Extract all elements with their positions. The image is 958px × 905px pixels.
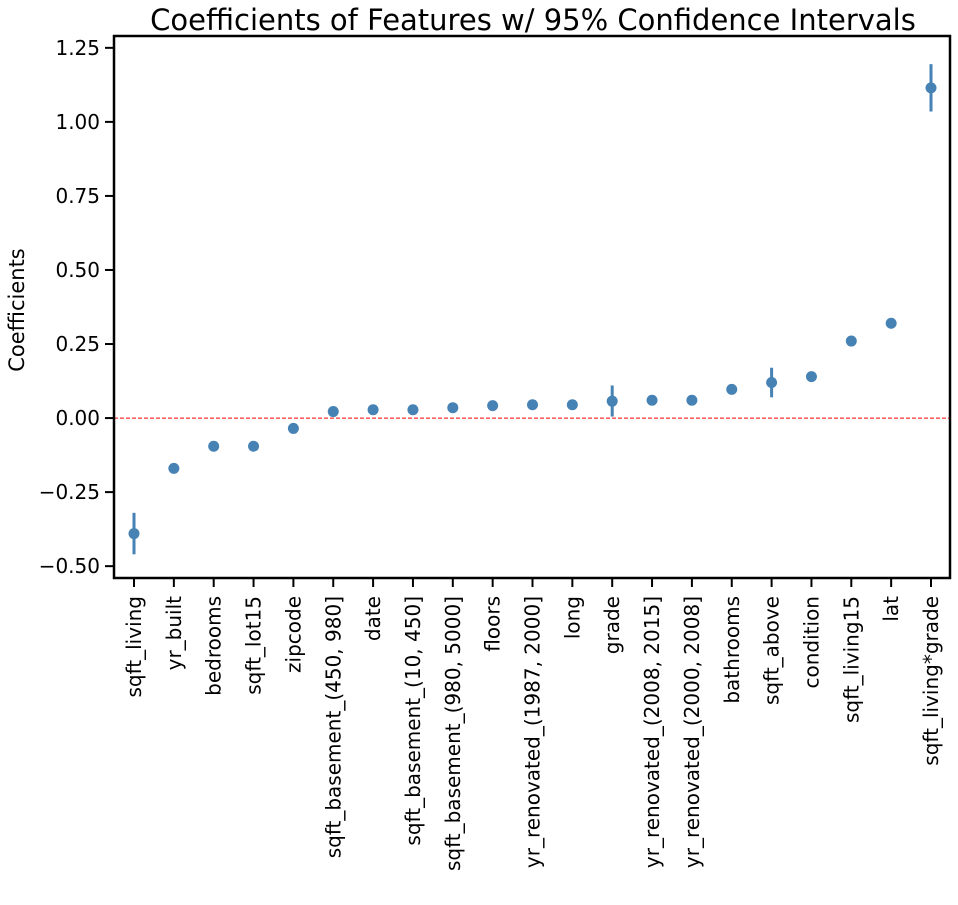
confidence-intervals [132, 64, 933, 555]
x-tick-label: floors [481, 596, 505, 652]
x-tick-label: sqft_basement_(10, 450] [401, 596, 425, 846]
data-point [287, 422, 299, 434]
x-tick-label: sqft_basement_(450, 980] [321, 596, 345, 858]
y-tick-label: −0.50 [39, 554, 100, 578]
x-tick-label: yr_renovated_(2000, 2008] [680, 596, 704, 868]
x-tick-label: grade [600, 596, 624, 654]
data-point [566, 399, 578, 411]
y-tick-label: −0.25 [39, 480, 100, 504]
y-axis-label: Coefficients [5, 248, 29, 372]
y-tick-label: 1.25 [55, 36, 100, 60]
y-tick-label: 1.00 [55, 110, 100, 134]
x-tick-label: bedrooms [202, 596, 226, 696]
data-point [606, 395, 618, 407]
x-tick-label: bathrooms [720, 596, 744, 704]
plot-frame [112, 34, 952, 580]
data-point [885, 317, 897, 329]
data-point [686, 394, 698, 406]
data-point [367, 404, 379, 416]
data-point [726, 383, 738, 395]
y-tick-label: 0.50 [55, 258, 100, 282]
x-tick-label: zipcode [281, 596, 305, 673]
data-point [327, 406, 339, 418]
data-point [168, 462, 180, 474]
data-point [487, 400, 499, 412]
data-point [527, 399, 538, 411]
x-tick-label: lat [879, 596, 903, 622]
x-tick-label: long [560, 596, 584, 639]
y-tick-label: 0.00 [55, 406, 100, 430]
x-tick-label: condition [799, 596, 823, 688]
data-point [646, 394, 658, 406]
y-tick-label: 0.25 [55, 332, 100, 356]
x-tick-label: sqft_living [122, 596, 146, 698]
data-point [407, 404, 419, 416]
x-tick-label: sqft_lot15 [242, 596, 266, 695]
y-axis-ticks: −0.50 −0.25 0.00 0.25 0.50 0.75 1.00 1.25 [39, 36, 114, 578]
data-point [447, 402, 459, 414]
data-point [845, 335, 857, 347]
x-tick-label: yr_built [162, 596, 186, 671]
y-tick-label: 0.75 [55, 184, 100, 208]
data-point [248, 440, 260, 452]
x-tick-label: sqft_living15 [839, 596, 863, 723]
chart-title: Coefficients of Features w/ 95% Confiden… [150, 3, 916, 37]
x-tick-label: yr_renovated_(2008, 2015] [640, 596, 664, 868]
x-tick-label: sqft_basement_(980, 5000] [441, 596, 465, 871]
x-tick-label: yr_renovated_(1987, 2000] [521, 596, 545, 868]
data-point [208, 440, 220, 452]
data-point [128, 528, 140, 540]
x-tick-label: sqft_living*grade [919, 596, 943, 766]
data-point [925, 82, 937, 94]
x-tick-label: date [361, 596, 385, 641]
data-point [766, 377, 778, 389]
coefficient-points [128, 82, 937, 540]
data-point [805, 371, 817, 383]
x-tick-label: sqft_above [760, 596, 784, 705]
x-axis-ticks: sqft_living yr_built bedrooms sqft_lot15 zip… [122, 578, 943, 871]
